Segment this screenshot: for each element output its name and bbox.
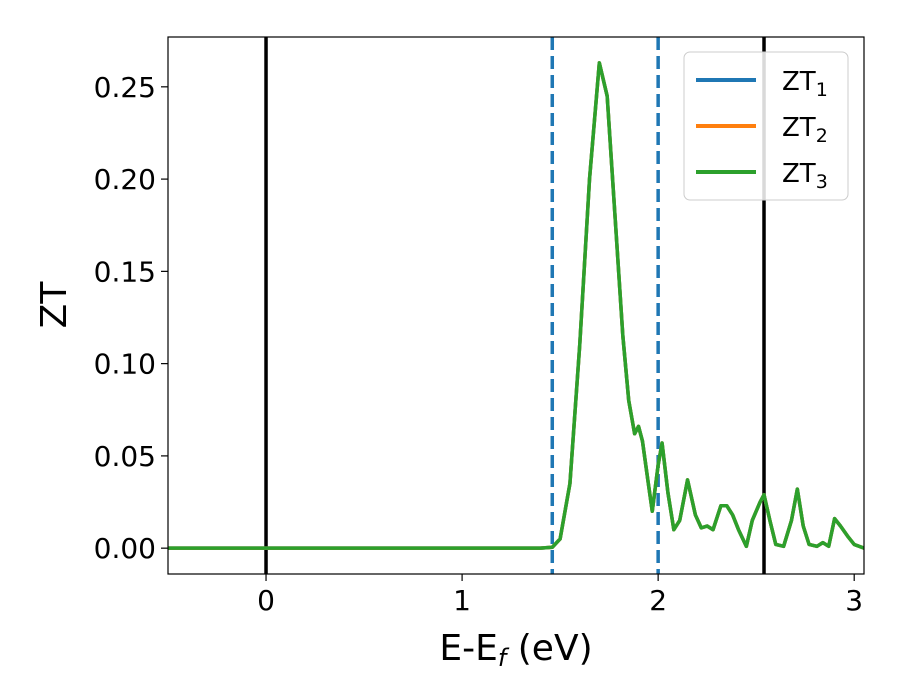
y-tick-label: 0.00 [94,532,156,565]
plot-frame [167,36,865,575]
x-tick-label: 0 [257,584,275,617]
y-tick-label: 0.05 [94,440,156,473]
x-axis-label-unit: (eV) [506,628,592,669]
x-axis-label: E-Ef (eV) [439,628,592,672]
legend: ZT1 ZT2 ZT3 [683,51,849,201]
y-tick-label: 0.20 [94,163,156,196]
series-group [168,61,864,550]
x-axis-ticks: 0 1 2 3 [257,574,863,617]
legend-frame [683,51,849,201]
y-axis-ticks: 0.00 0.05 0.10 0.15 0.20 0.25 [94,71,168,565]
y-tick-label: 0.10 [94,348,156,381]
legend-label-2: ZT2 [782,113,828,147]
y-axis-label: ZT [34,281,75,329]
x-tick-label: 2 [649,584,667,617]
legend-label-1: ZT1 [782,67,828,101]
x-tick-label: 1 [453,584,471,617]
series-line-3 [168,61,864,550]
legend-label-3: ZT3 [782,159,828,193]
y-tick-label: 0.25 [94,71,156,104]
x-tick-label: 3 [845,584,863,617]
y-tick-label: 0.15 [94,255,156,288]
